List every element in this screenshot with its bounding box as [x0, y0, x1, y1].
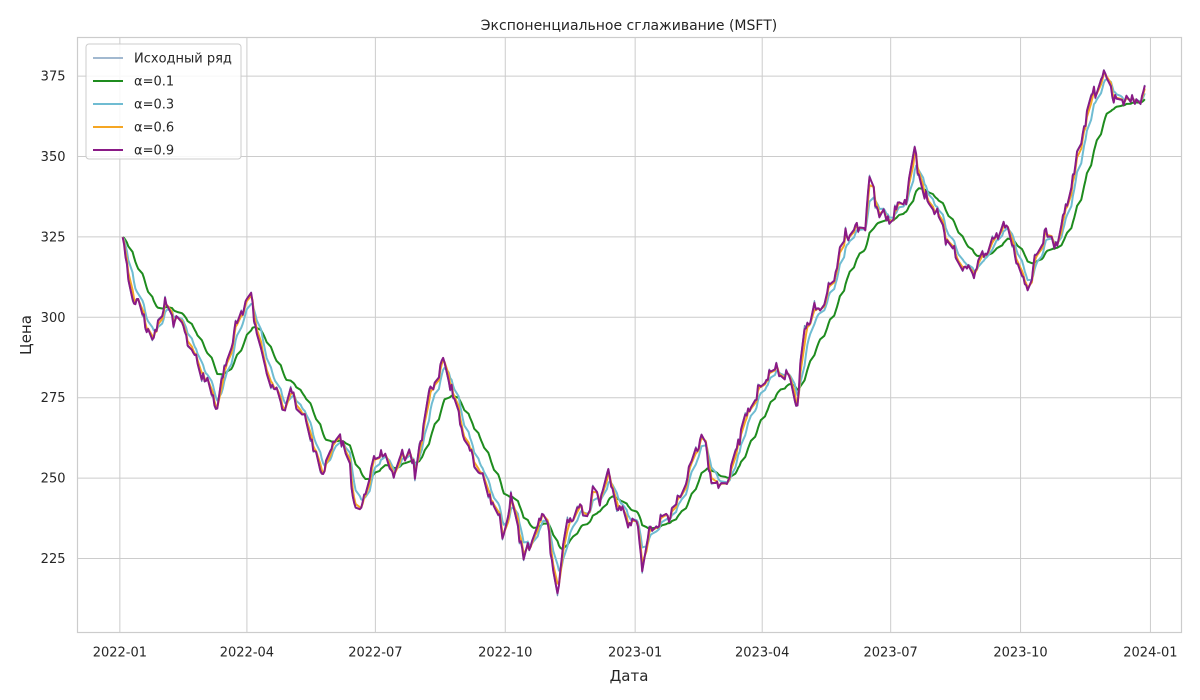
- y-tick-label: 250: [41, 472, 66, 487]
- plot-frame: [76, 36, 1183, 634]
- x-tick-label: 2024-01: [1123, 646, 1177, 661]
- x-tick-label: 2023-10: [993, 646, 1047, 661]
- series-lines: [121, 69, 1146, 597]
- x-tick-label: 2022-10: [478, 646, 532, 661]
- legend-label: α=0.9: [134, 144, 174, 159]
- y-tick-label: 300: [41, 311, 66, 326]
- y-axis-label: Цена: [17, 315, 35, 355]
- x-tick-label: 2023-01: [608, 646, 662, 661]
- series-line-1: [122, 98, 1146, 550]
- legend-label: α=0.6: [134, 121, 174, 136]
- legend: Исходный ряд α=0.1 α=0.3 α=0.6 α=0.9: [85, 43, 242, 160]
- y-tick-label: 375: [41, 70, 66, 85]
- legend-label: α=0.3: [134, 98, 174, 113]
- grid-lines: [77, 37, 1182, 633]
- y-axis-ticks: 225 250 275 300 325 350 375: [41, 70, 66, 567]
- x-tick-label: 2023-07: [864, 646, 918, 661]
- chart-title: Экспоненциальное сглаживание (MSFT): [481, 18, 777, 34]
- x-tick-label: 2022-04: [220, 646, 274, 661]
- y-tick-label: 325: [41, 230, 66, 245]
- x-tick-label: 2022-01: [93, 646, 147, 661]
- y-tick-label: 275: [41, 391, 66, 406]
- x-tick-label: 2022-07: [348, 646, 402, 661]
- y-tick-label: 225: [41, 552, 66, 567]
- legend-label: α=0.1: [134, 75, 174, 90]
- series-line-4: [121, 69, 1146, 595]
- legend-box: [85, 43, 242, 160]
- y-tick-label: 350: [41, 150, 66, 165]
- x-axis-ticks: 2022-01 2022-04 2022-07 2022-10 2023-01 2023-…: [93, 646, 1178, 661]
- x-axis-label: Дата: [610, 667, 649, 685]
- x-tick-label: 2023-04: [735, 646, 789, 661]
- legend-label: Исходный ряд: [134, 52, 232, 67]
